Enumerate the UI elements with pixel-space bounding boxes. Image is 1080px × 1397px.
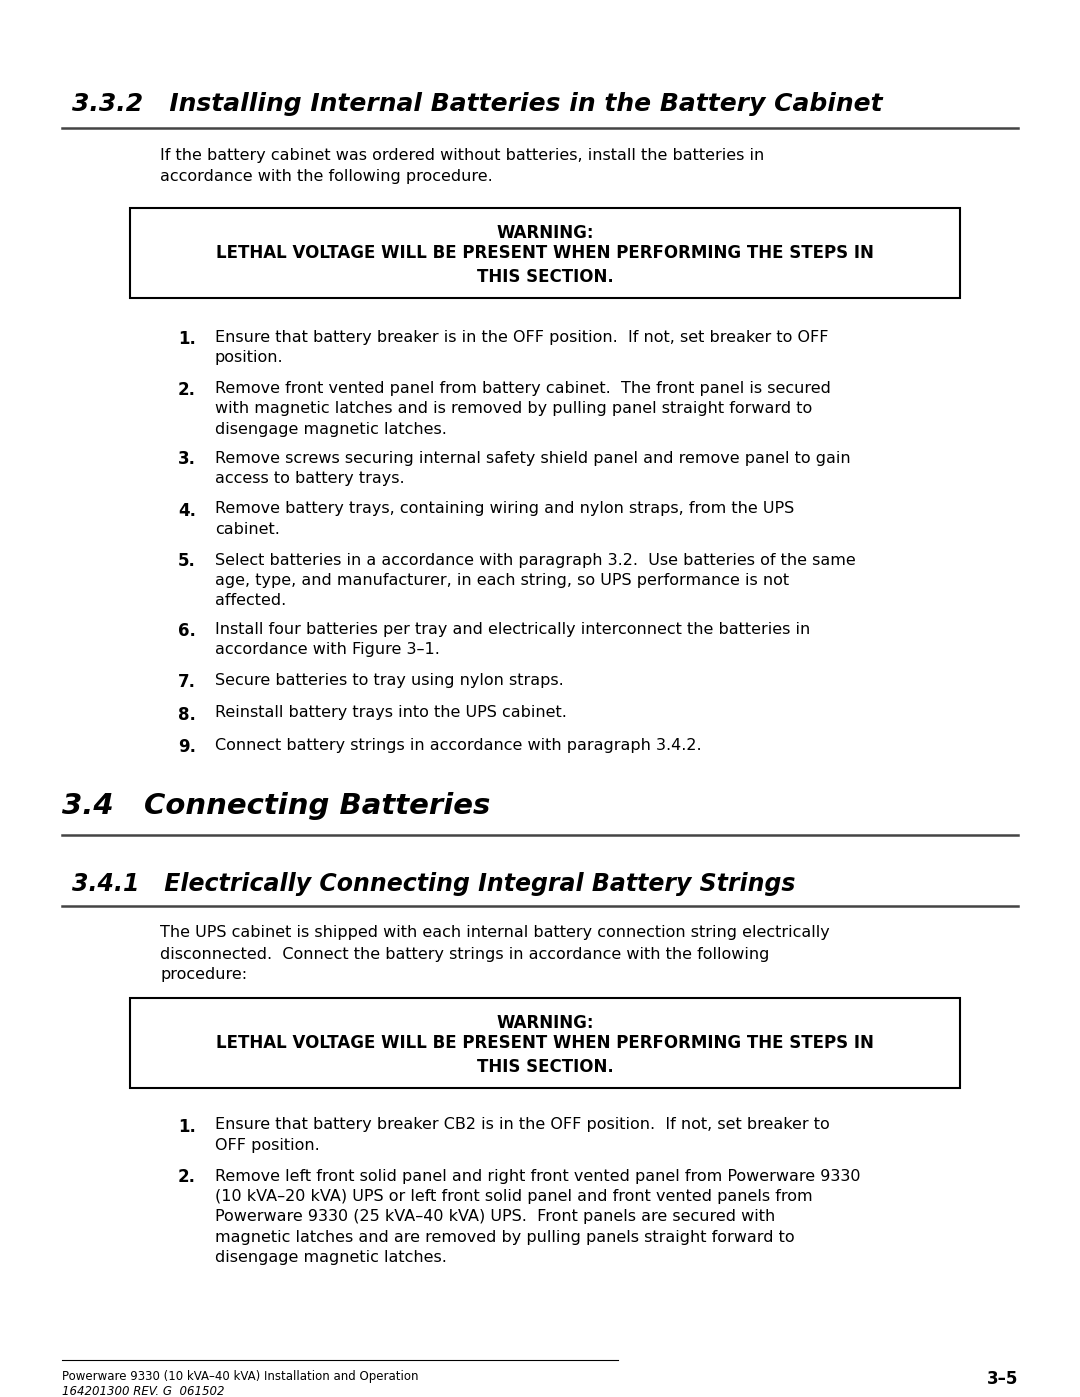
- Text: 1.: 1.: [178, 1118, 195, 1136]
- Text: 1.: 1.: [178, 330, 195, 348]
- Text: 3.4.1   Electrically Connecting Integral Battery Strings: 3.4.1 Electrically Connecting Integral B…: [72, 873, 796, 897]
- Text: Install four batteries per tray and electrically interconnect the batteries in
a: Install four batteries per tray and elec…: [215, 622, 810, 658]
- FancyBboxPatch shape: [130, 208, 960, 298]
- Text: Reinstall battery trays into the UPS cabinet.: Reinstall battery trays into the UPS cab…: [215, 705, 567, 721]
- Text: 2.: 2.: [178, 381, 195, 400]
- Text: 3.: 3.: [178, 450, 195, 468]
- Text: 2.: 2.: [178, 1168, 195, 1186]
- Text: The UPS cabinet is shipped with each internal battery connection string electric: The UPS cabinet is shipped with each int…: [160, 925, 829, 982]
- Text: Remove battery trays, containing wiring and nylon straps, from the UPS
cabinet.: Remove battery trays, containing wiring …: [215, 502, 794, 536]
- Text: Select batteries in a accordance with paragraph 3.2.  Use batteries of the same
: Select batteries in a accordance with pa…: [215, 552, 855, 608]
- Text: 3.4   Connecting Batteries: 3.4 Connecting Batteries: [62, 792, 490, 820]
- Text: 3.3.2   Installing Internal Batteries in the Battery Cabinet: 3.3.2 Installing Internal Batteries in t…: [72, 92, 882, 116]
- Text: Secure batteries to tray using nylon straps.: Secure batteries to tray using nylon str…: [215, 673, 564, 687]
- Text: 8.: 8.: [178, 705, 195, 724]
- Text: LETHAL VOLTAGE WILL BE PRESENT WHEN PERFORMING THE STEPS IN
THIS SECTION.: LETHAL VOLTAGE WILL BE PRESENT WHEN PERF…: [216, 1034, 874, 1076]
- Text: 4.: 4.: [178, 502, 195, 520]
- Text: Ensure that battery breaker is in the OFF position.  If not, set breaker to OFF
: Ensure that battery breaker is in the OF…: [215, 330, 828, 366]
- Text: LETHAL VOLTAGE WILL BE PRESENT WHEN PERFORMING THE STEPS IN
THIS SECTION.: LETHAL VOLTAGE WILL BE PRESENT WHEN PERF…: [216, 244, 874, 286]
- Text: Remove screws securing internal safety shield panel and remove panel to gain
acc: Remove screws securing internal safety s…: [215, 450, 851, 486]
- Text: 7.: 7.: [178, 673, 195, 692]
- Text: WARNING:: WARNING:: [496, 224, 594, 242]
- Text: Connect battery strings in accordance with paragraph 3.4.2.: Connect battery strings in accordance wi…: [215, 738, 702, 753]
- Text: 164201300 REV. G  061502: 164201300 REV. G 061502: [62, 1384, 225, 1397]
- Text: Remove front vented panel from battery cabinet.  The front panel is secured
with: Remove front vented panel from battery c…: [215, 381, 831, 437]
- Text: Ensure that battery breaker CB2 is in the OFF position.  If not, set breaker to
: Ensure that battery breaker CB2 is in th…: [215, 1118, 829, 1153]
- Text: 5.: 5.: [178, 552, 195, 570]
- Text: If the battery cabinet was ordered without batteries, install the batteries in
a: If the battery cabinet was ordered witho…: [160, 148, 765, 184]
- Text: 6.: 6.: [178, 622, 195, 640]
- Text: Remove left front solid panel and right front vented panel from Powerware 9330
(: Remove left front solid panel and right …: [215, 1168, 861, 1266]
- FancyBboxPatch shape: [130, 997, 960, 1087]
- Text: WARNING:: WARNING:: [496, 1013, 594, 1031]
- Text: Powerware 9330 (10 kVA–40 kVA) Installation and Operation: Powerware 9330 (10 kVA–40 kVA) Installat…: [62, 1370, 419, 1383]
- Text: 3–5: 3–5: [987, 1370, 1018, 1389]
- Text: 9.: 9.: [178, 738, 195, 756]
